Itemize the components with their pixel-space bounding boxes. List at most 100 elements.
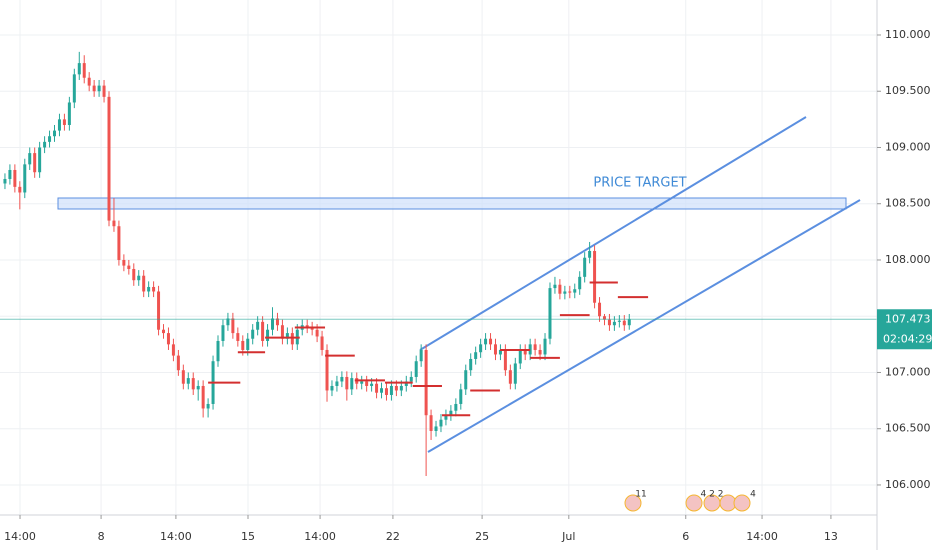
candle-body (429, 415, 433, 431)
candle-body (275, 318, 279, 326)
candle-body (409, 376, 413, 382)
candle-body (280, 325, 284, 339)
candle-body (171, 344, 175, 356)
candle-body (216, 340, 220, 362)
candle-body (578, 276, 582, 290)
candle-body (186, 378, 190, 384)
candle-body (588, 250, 592, 258)
candle-body (38, 147, 42, 173)
candle-body (231, 318, 235, 334)
price-target-label: PRICE TARGET (593, 176, 686, 191)
x-tick-label: 14:00 (4, 530, 36, 543)
candle-body (77, 63, 81, 75)
x-tick-label: 6 (682, 530, 689, 543)
candle-body (365, 381, 369, 386)
candle-body (87, 77, 91, 86)
candle-body (459, 389, 463, 404)
candle-body (221, 325, 225, 341)
candle-body (315, 329, 319, 337)
x-tick-label: 15 (241, 530, 255, 543)
candle-body (498, 349, 502, 355)
candle-body (290, 333, 294, 345)
countdown-label: 02:04:29 (883, 332, 932, 345)
channel-upper (419, 116, 807, 351)
candle-body (370, 383, 374, 386)
candle-body (419, 349, 423, 362)
plot (0, 51, 877, 476)
channel-lower (427, 199, 861, 453)
candle-body (18, 186, 22, 193)
candle-body (568, 291, 572, 293)
candle-body (102, 85, 106, 97)
y-tick-label: 108.000 (885, 253, 931, 266)
candle-body (484, 338, 488, 345)
candle-body (598, 302, 602, 317)
candle-body (132, 268, 136, 281)
candle-body (62, 119, 66, 125)
y-tick-label: 109.000 (885, 140, 931, 153)
candle-body (424, 349, 428, 416)
candle-body (360, 381, 364, 384)
candle-body (404, 381, 408, 386)
axes: 106.000106.500107.000107.500108.000108.5… (4, 28, 932, 543)
candle-body (330, 385, 334, 391)
candle-body (345, 376, 349, 390)
candle-body (157, 291, 161, 330)
y-tick-label: 107.000 (885, 365, 931, 378)
candle-body (82, 63, 86, 78)
candle-body (384, 388, 388, 395)
candle-body (399, 385, 403, 391)
candle-body (414, 361, 418, 377)
candle-body (206, 403, 210, 409)
event-label: 4 (750, 490, 756, 500)
candle-body (3, 178, 7, 184)
x-tick-label: 13 (824, 530, 838, 543)
candle-body (23, 164, 27, 193)
candle-body (617, 320, 621, 322)
candle-body (593, 250, 597, 303)
candle-body (191, 378, 195, 390)
y-tick-label: 109.500 (885, 84, 931, 97)
y-tick-label: 110.000 (885, 28, 931, 41)
candle-body (305, 325, 309, 328)
candle-body (454, 403, 458, 411)
event-icon (685, 494, 703, 512)
candle-body (563, 291, 567, 294)
candle-body (256, 321, 260, 330)
candle-body (573, 289, 577, 293)
candle-body (176, 355, 180, 371)
candle-body (226, 318, 230, 326)
candle-body (444, 415, 448, 420)
candle-body (335, 381, 339, 386)
candle-body (533, 344, 537, 350)
event-label: 11 (635, 490, 646, 500)
candle-body (57, 119, 61, 131)
candle-body (394, 385, 398, 391)
candle-body (310, 327, 314, 330)
candle-body (33, 153, 37, 173)
event-label: 4 2 2 (701, 490, 724, 500)
candle-body (607, 319, 611, 326)
last-price-label: 107.473 (885, 312, 931, 325)
candle-body (261, 321, 265, 341)
candle-body (142, 275, 146, 292)
y-tick-label: 106.500 (885, 422, 931, 435)
event-icon (733, 494, 751, 512)
candle-body (48, 136, 52, 142)
candle-body (241, 340, 245, 350)
candle-body (325, 349, 329, 391)
candle-body (583, 257, 587, 277)
x-tick-label: 14:00 (746, 530, 778, 543)
candle-body (474, 352, 478, 359)
candle-body (503, 349, 507, 371)
events: 11 4 2 2 4 (624, 490, 756, 512)
candle-body (127, 265, 131, 269)
y-tick-label: 108.500 (885, 197, 931, 210)
candle-body (513, 363, 517, 384)
candle-body (622, 320, 626, 326)
x-tick-label: Jul (561, 530, 575, 543)
candle-body (251, 329, 255, 339)
candle-body (479, 344, 483, 353)
